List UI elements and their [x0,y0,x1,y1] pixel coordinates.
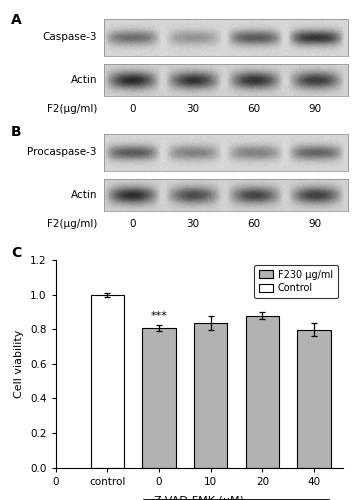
Text: F2(μg/ml): F2(μg/ml) [47,104,97,114]
Text: 30: 30 [187,219,200,229]
Bar [246,316,279,468]
Bar [194,323,228,468]
Text: Caspase-3: Caspase-3 [42,32,97,42]
Text: B: B [11,125,22,139]
Bar [142,328,176,468]
Text: ***: *** [150,311,167,321]
Text: 0: 0 [129,219,135,229]
Text: 0: 0 [129,104,135,114]
Y-axis label: Cell viability: Cell viability [14,330,24,398]
Text: 30: 30 [187,104,200,114]
X-axis label: Z-VAD-FMK (μM): Z-VAD-FMK (μM) [154,496,244,500]
Bar [297,330,331,468]
Text: Procaspase-3: Procaspase-3 [27,147,97,157]
Text: 60: 60 [248,219,261,229]
Bar [90,294,124,468]
Legend: F230 μg/ml, Control: F230 μg/ml, Control [254,265,338,298]
Text: 90: 90 [309,219,322,229]
Text: Actin: Actin [70,74,97,85]
Text: Actin: Actin [70,190,97,200]
Text: 60: 60 [248,104,261,114]
Text: 90: 90 [309,104,322,114]
Text: C: C [11,246,21,260]
Text: A: A [11,12,22,26]
Text: F2(μg/ml): F2(μg/ml) [47,219,97,229]
